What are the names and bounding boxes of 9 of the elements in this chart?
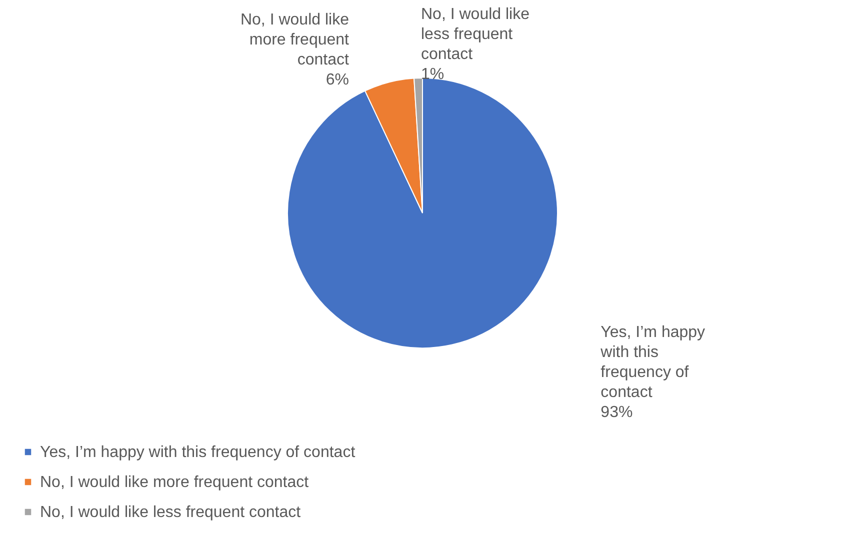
data-label: 1%	[421, 66, 444, 84]
legend-label: No, I would like less frequent contact	[40, 504, 302, 521]
data-label: 93%	[600, 404, 633, 421]
slice-label: Yes, I’m happy with this frequency of contact	[600, 324, 706, 401]
legend-label: Yes, I’m happy with this frequency of contact	[40, 444, 356, 461]
slice-label: No, I would like less frequent contact	[421, 6, 530, 64]
slice-label: No, I would like more frequent contact	[240, 12, 350, 68]
data-label: 6%	[326, 72, 349, 88]
legend-label: No, I would like more frequent contact	[40, 474, 310, 491]
